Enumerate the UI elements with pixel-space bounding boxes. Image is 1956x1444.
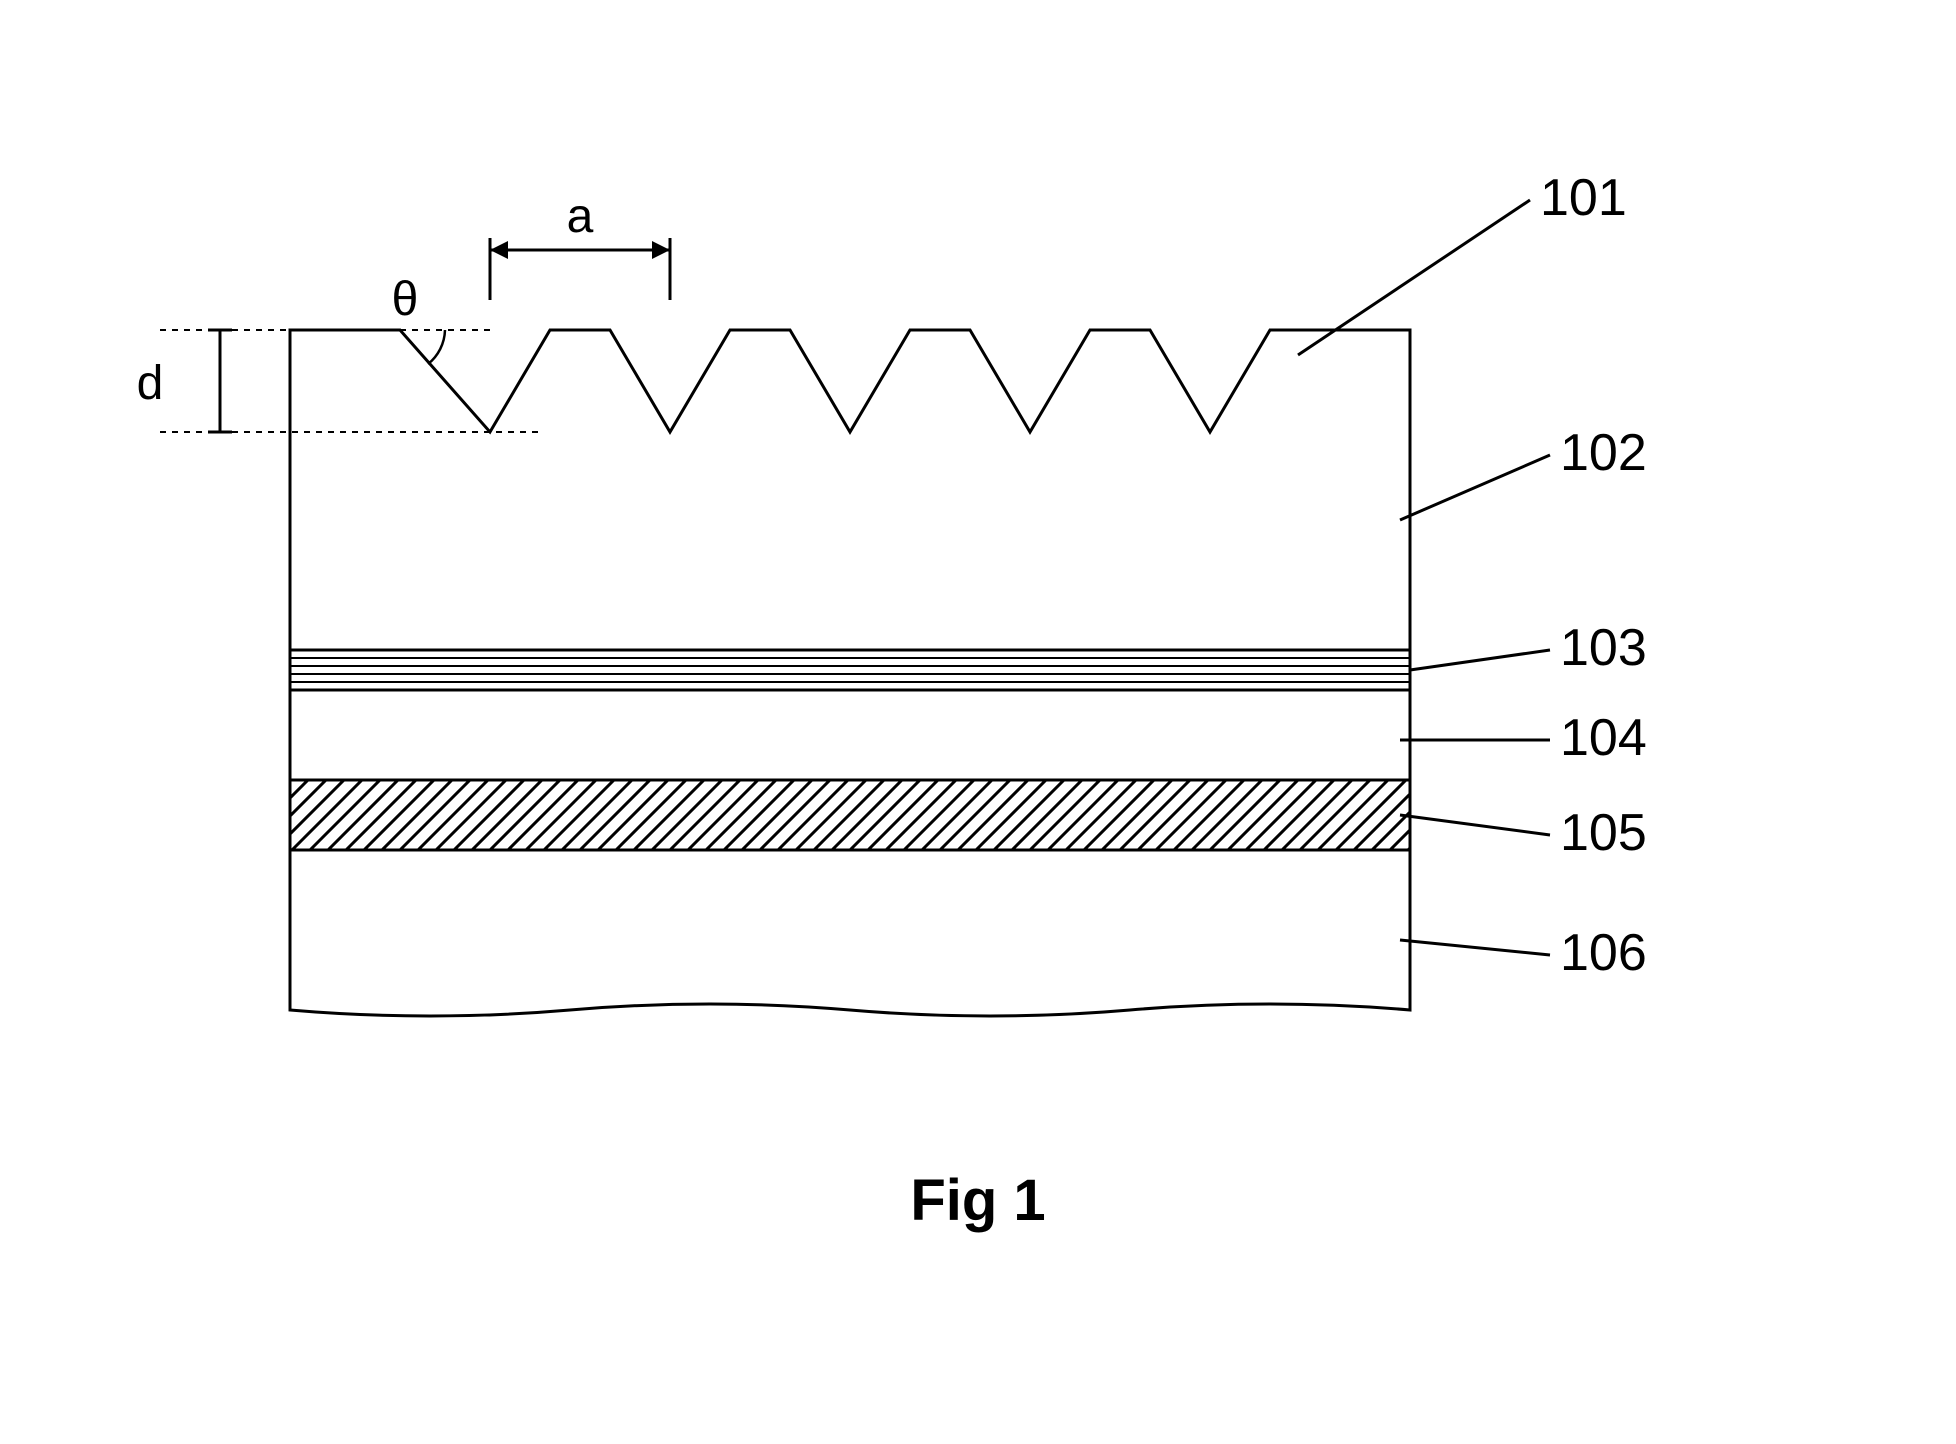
layer-104-rect: [290, 690, 1410, 780]
ref-106-leader: [1400, 940, 1550, 955]
ref-102-label: 102: [1560, 424, 1647, 482]
ref-101-label: 101: [1540, 169, 1627, 227]
layer-105-hatch: [220, 780, 1532, 850]
dim-a-label: a: [567, 190, 594, 243]
layer-103-stripes: [290, 658, 1410, 682]
figure-caption: Fig 1: [910, 1168, 1045, 1233]
layer-102-outline: [290, 330, 1410, 650]
dim-theta-label: θ: [392, 273, 419, 326]
ref-104-label: 104: [1560, 709, 1647, 767]
ref-101-leader: [1298, 200, 1530, 355]
layer-103-rect: [290, 650, 1410, 690]
ref-103-leader: [1410, 650, 1550, 670]
ref-105-label: 105: [1560, 804, 1647, 862]
dim-d-label: d: [137, 357, 164, 410]
figure-svg: d a θ 101 102 103 104 105 106 Fig 1: [0, 0, 1956, 1444]
ref-105-leader: [1400, 815, 1550, 835]
ref-103-label: 103: [1560, 619, 1647, 677]
ref-102-leader: [1400, 455, 1550, 520]
ref-106-label: 106: [1560, 924, 1647, 982]
layer-106-outline: [290, 850, 1410, 1016]
theta-arc: [428, 330, 445, 364]
